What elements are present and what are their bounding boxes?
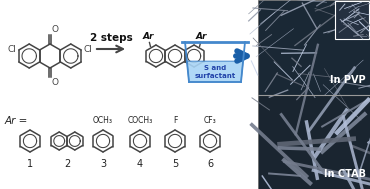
Text: F: F [173,116,177,125]
Text: 5: 5 [172,159,178,169]
Text: COCH₃: COCH₃ [127,116,153,125]
Text: 2: 2 [64,159,70,169]
Text: O: O [52,78,59,87]
Bar [258,95,370,189]
Text: S and
surfactant: S and surfactant [194,65,236,79]
Text: In CTAB: In CTAB [324,169,366,179]
Text: Cl: Cl [8,44,17,53]
Text: Ar: Ar [196,33,207,41]
Text: Ar =: Ar = [5,116,28,126]
Text: 2 steps: 2 steps [90,33,132,43]
Text: 3: 3 [100,159,106,169]
Text: In PVP: In PVP [330,75,366,85]
Text: O: O [52,25,59,34]
Text: Cl: Cl [83,44,92,53]
Text: 1: 1 [27,159,33,169]
Text: Ar: Ar [143,33,154,41]
Text: OCH₃: OCH₃ [93,116,113,125]
Bar [258,0,370,95]
Polygon shape [187,61,243,82]
Bar [335,1,369,39]
Text: 6: 6 [207,159,213,169]
Text: CF₃: CF₃ [204,116,216,125]
Text: 4: 4 [137,159,143,169]
